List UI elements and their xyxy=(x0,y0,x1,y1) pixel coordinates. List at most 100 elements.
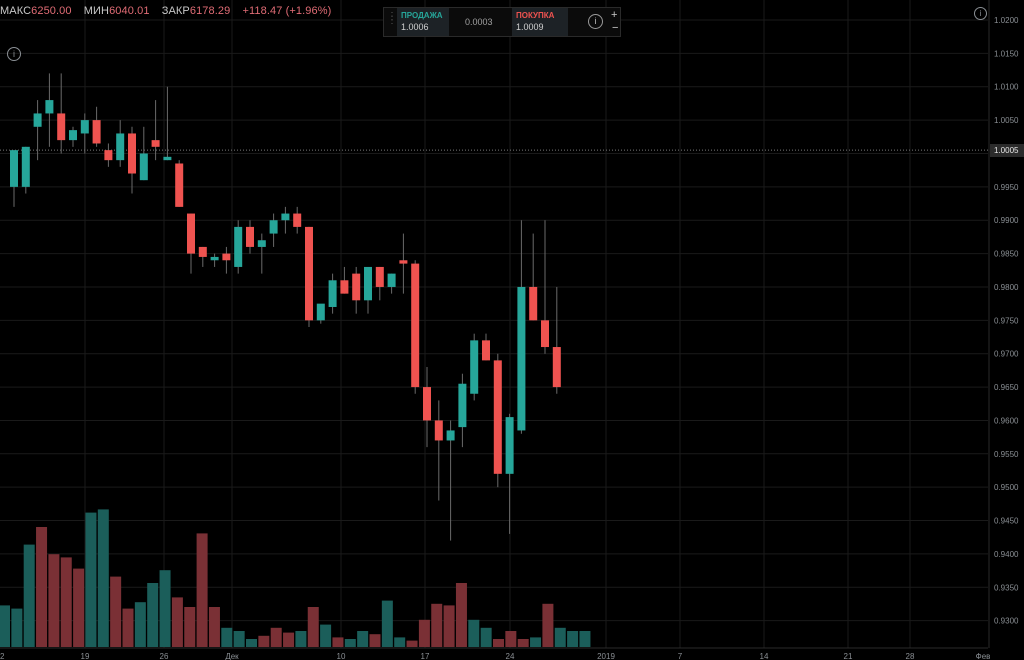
buy-button[interactable]: ПОКУПКА 1.0009 xyxy=(512,8,568,36)
candle-body xyxy=(10,150,18,187)
sell-button[interactable]: ПРОДАЖА 1.0006 xyxy=(397,8,449,36)
candle-body xyxy=(470,340,479,394)
volume-bar xyxy=(567,631,579,647)
candle-body xyxy=(257,240,266,247)
candle-body xyxy=(21,146,30,187)
volume-bar xyxy=(122,608,134,647)
volume-bar xyxy=(480,627,492,647)
price-tick-label: 1.0050 xyxy=(994,116,1019,125)
price-tick-label: 1.0150 xyxy=(994,49,1019,58)
minus-button[interactable]: − xyxy=(612,22,619,34)
candle-body xyxy=(387,273,396,287)
candle-body xyxy=(482,340,490,361)
candle-body xyxy=(493,360,502,474)
candle-body xyxy=(364,266,372,301)
candle-body xyxy=(458,383,467,428)
candle-body xyxy=(92,120,101,144)
volume-bar xyxy=(344,639,356,647)
volume-bar xyxy=(295,631,307,647)
time-tick-label: 24 xyxy=(506,652,515,660)
volume-bar xyxy=(468,619,480,647)
volume-bar xyxy=(517,639,529,647)
high-value: 6250.00 xyxy=(31,5,72,17)
close-label: ЗАКР xyxy=(161,5,190,17)
volume-bar xyxy=(110,576,122,647)
volume-bar xyxy=(554,627,566,647)
volume-bar xyxy=(221,627,233,647)
price-tick-label: 0.9650 xyxy=(994,383,1019,392)
volume-bar xyxy=(0,605,10,647)
price-tick-label: 0.9700 xyxy=(994,350,1019,359)
candle-body xyxy=(210,256,219,261)
volume-bar xyxy=(233,631,245,647)
volume-bar xyxy=(258,635,270,647)
close-value: 6178.29 xyxy=(189,5,231,17)
volume-bar xyxy=(48,554,60,647)
drag-handle-icon[interactable]: ⋮ ⋮ xyxy=(387,11,397,26)
change-value: +118.47 (+1.96%) xyxy=(242,5,332,17)
volume-bar xyxy=(196,533,208,647)
current-price-tag: 1.0005 xyxy=(990,144,1024,158)
candle-body xyxy=(399,260,408,264)
time-tick-label: 19 xyxy=(81,652,90,660)
candle-body xyxy=(163,156,172,161)
volume-bar xyxy=(493,639,504,647)
candle-body xyxy=(340,280,349,294)
buy-price: 1.0009 xyxy=(516,22,544,32)
info-icon[interactable]: i xyxy=(588,14,603,29)
info-icon[interactable]: i xyxy=(974,7,987,20)
volume-bar xyxy=(394,637,406,647)
volume-bar xyxy=(332,637,344,647)
time-tick-label: 28 xyxy=(906,652,915,660)
sell-label: ПРОДАЖА xyxy=(401,11,443,20)
trade-panel: ⋮ ⋮ ПРОДАЖА 1.0006 0.0003 ПОКУПКА 1.0009 … xyxy=(383,7,621,37)
candle-body xyxy=(505,417,514,474)
candle-body xyxy=(517,286,526,431)
candle-body xyxy=(175,163,184,207)
volume-bar xyxy=(369,634,381,647)
candle-body xyxy=(352,273,361,301)
time-tick-label: 10 xyxy=(337,652,346,660)
volume-bar xyxy=(85,512,97,647)
price-tick-label: 1.0200 xyxy=(994,16,1019,25)
candle-body xyxy=(411,263,420,388)
volume-bar xyxy=(134,602,146,647)
volume-bar xyxy=(431,603,443,647)
ohlc-legend: МАКС6250.00 МИН6040.01 ЗАКР6178.29 +118.… xyxy=(0,5,331,17)
volume-bar xyxy=(530,637,542,647)
volume-bar xyxy=(36,527,48,647)
candle-body xyxy=(316,303,325,321)
price-tick-label: 0.9300 xyxy=(994,617,1019,626)
volume-bar xyxy=(23,544,35,647)
volume-bar xyxy=(73,568,85,647)
time-tick-label: 2 xyxy=(0,652,5,660)
candle-body xyxy=(293,213,302,227)
volume-bar xyxy=(505,631,517,647)
volume-bar xyxy=(455,583,467,647)
volume-bar xyxy=(246,639,257,647)
time-tick-label: 17 xyxy=(421,652,430,660)
time-tick-label: Фев xyxy=(976,652,991,660)
price-tick-label: 0.9600 xyxy=(994,416,1019,425)
price-tick-label: 0.9500 xyxy=(994,483,1019,492)
price-tick-label: 0.9350 xyxy=(994,583,1019,592)
candle-body xyxy=(434,420,443,441)
low-value: 6040.01 xyxy=(109,5,150,17)
candle-body xyxy=(128,133,136,174)
price-tick-label: 0.9400 xyxy=(994,550,1019,559)
candle-body xyxy=(222,253,231,261)
volume-bar xyxy=(159,570,171,647)
plus-button[interactable]: + xyxy=(611,9,618,21)
time-tick-label: 26 xyxy=(160,652,169,660)
time-tick-label: Дек xyxy=(225,652,239,660)
volume-bar xyxy=(381,600,393,647)
price-tick-label: 0.9850 xyxy=(994,250,1019,259)
info-icon[interactable]: i xyxy=(7,47,21,61)
volume-bar xyxy=(270,627,282,647)
volume-bar xyxy=(171,597,183,647)
candle-body xyxy=(80,120,89,134)
candle-body xyxy=(69,130,77,141)
volume-bar xyxy=(418,619,430,647)
candle-body xyxy=(281,213,290,221)
